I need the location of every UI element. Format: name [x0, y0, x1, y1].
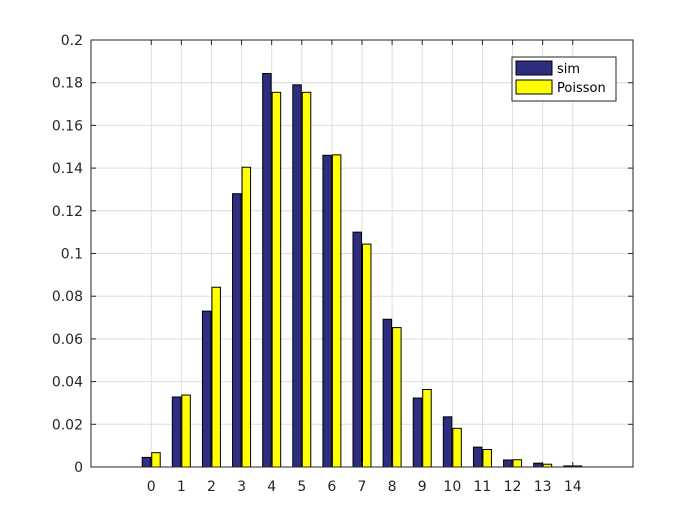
- x-tick-label-4: 4: [267, 479, 276, 495]
- bar-poisson-3: [241, 166, 252, 468]
- bar-sim-0: [141, 456, 152, 468]
- y-tick-label: 0.14: [52, 161, 83, 177]
- bar-poisson-6: [331, 154, 342, 468]
- bar-poisson-2: [211, 286, 221, 468]
- y-tick-label: 0.18: [52, 76, 83, 92]
- y-tick-label: 0.12: [52, 204, 83, 220]
- bar-poisson-5: [301, 91, 312, 468]
- bar-poisson-1: [181, 394, 191, 468]
- bar-poisson-4: [271, 91, 282, 468]
- bar-sim-10: [442, 416, 453, 468]
- x-axis-tick-labels: 0 1 2 3 4 5 6 7 8 9 10 11 12 13 14: [147, 479, 582, 495]
- bar-sim-6: [322, 154, 332, 468]
- x-tick-label-9: 9: [418, 479, 427, 495]
- bar-poisson-7: [362, 243, 372, 468]
- legend-swatch-poisson: [515, 79, 553, 95]
- bar-poisson-11: [482, 448, 492, 468]
- bar-sim-11: [472, 446, 483, 468]
- bar-sim-8: [382, 318, 393, 468]
- bar-sim-3: [232, 193, 242, 468]
- bar-sim-7: [352, 231, 362, 468]
- bar-sim-4: [262, 73, 272, 468]
- legend-swatch-sim: [515, 60, 553, 76]
- x-tick-label-3: 3: [237, 479, 246, 495]
- x-tick-label-11: 11: [474, 479, 492, 495]
- bar-poisson-8: [392, 327, 402, 468]
- axis-ticks: [91, 39, 633, 468]
- x-tick-label-6: 6: [327, 479, 336, 495]
- x-tick-label-8: 8: [388, 479, 397, 495]
- bar-poisson-12: [512, 459, 523, 468]
- legend-label-poisson: Poisson: [557, 81, 606, 96]
- y-tick-label: 0.08: [52, 289, 83, 305]
- x-tick-label-2: 2: [207, 479, 216, 495]
- legend-label-sim: sim: [557, 62, 580, 77]
- x-tick-label-13: 13: [534, 479, 552, 495]
- bar-sim-1: [171, 396, 182, 468]
- x-tick-label-14: 14: [564, 479, 582, 495]
- x-tick-label-0: 0: [147, 479, 156, 495]
- bar-poisson-10: [452, 427, 462, 468]
- bar-sim-9: [412, 397, 423, 468]
- y-axis-tick-labels: 0 0.02 0.04 0.06 0.08 0.1 0.12 0.14 0.16 0.18 0.2: [52, 33, 83, 476]
- bar-poisson-9: [422, 388, 432, 468]
- legend: sim Poisson: [511, 56, 617, 102]
- bar-sim-5: [292, 84, 302, 468]
- bar-sim-2: [201, 310, 212, 468]
- y-tick-label: 0.06: [52, 332, 83, 348]
- bars: [141, 73, 583, 468]
- y-tick-label: 0.1: [61, 247, 83, 263]
- x-tick-label-10: 10: [443, 479, 461, 495]
- bar-sim-12: [503, 459, 513, 468]
- x-tick-label-12: 12: [504, 479, 522, 495]
- bar-sim-13: [533, 462, 543, 468]
- x-tick-label-7: 7: [358, 479, 367, 495]
- x-tick-label-5: 5: [297, 479, 306, 495]
- y-tick-label: 0.04: [52, 375, 83, 391]
- bar-poisson-0: [151, 452, 161, 468]
- y-tick-label: 0: [74, 460, 83, 476]
- y-tick-label: 0.2: [61, 33, 83, 49]
- y-tick-label: 0.02: [52, 417, 83, 433]
- x-tick-label-1: 1: [177, 479, 186, 495]
- y-tick-label: 0.16: [52, 118, 83, 134]
